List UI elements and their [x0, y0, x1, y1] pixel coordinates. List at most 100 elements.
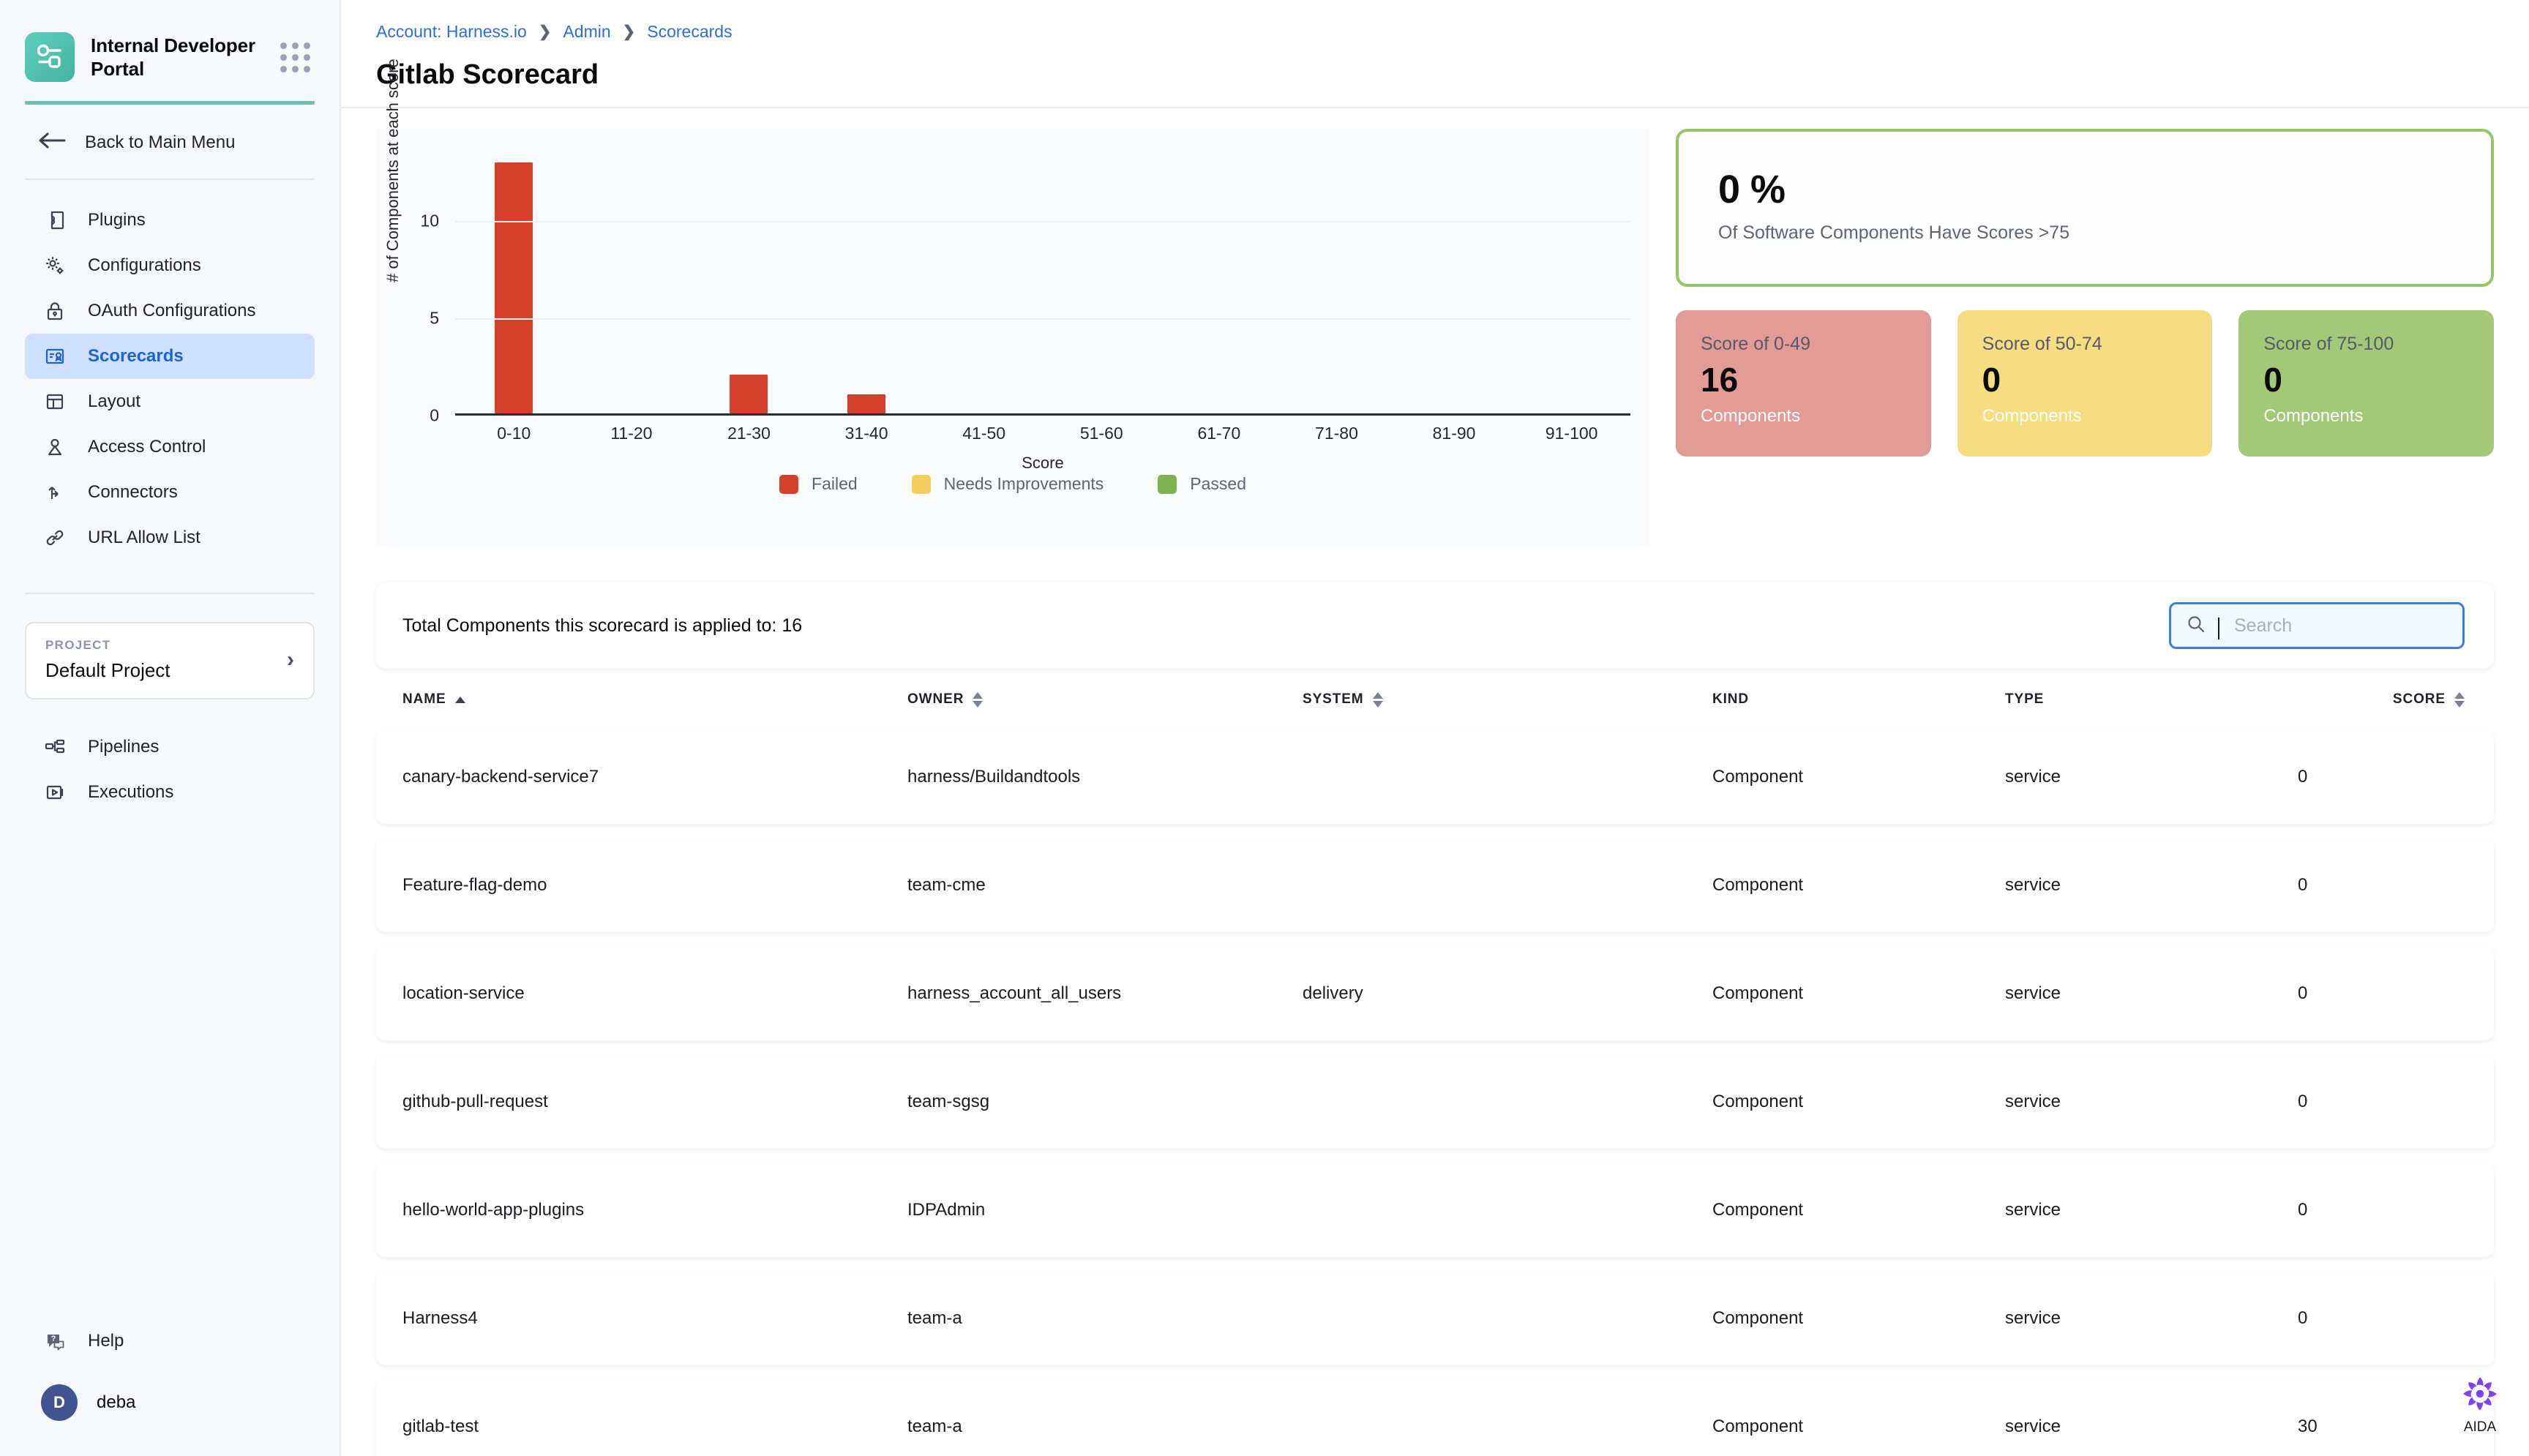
search-input[interactable]: Search: [2169, 602, 2465, 649]
cell-score: 30: [2298, 1416, 2318, 1436]
sidebar-item-connectors[interactable]: Connectors: [25, 470, 315, 515]
column-header-system[interactable]: SYSTEM: [1303, 691, 1712, 708]
chart-bar-slot: [455, 143, 573, 413]
sort-owner-icon[interactable]: [973, 691, 984, 708]
total-components-text: Total Components this scorecard is appli…: [402, 615, 803, 636]
cell-score: 0: [2298, 1092, 2308, 1111]
project-nav: Pipelines Executions: [0, 724, 340, 815]
sort-name-icon[interactable]: [454, 696, 465, 703]
project-selector[interactable]: PROJECT Default Project ›: [25, 622, 315, 699]
score-range-count: 0: [1982, 361, 2001, 399]
sort-score-icon[interactable]: [2454, 691, 2465, 708]
cell-system: delivery: [1303, 983, 1363, 1003]
score-range-unit: Components: [2263, 406, 2364, 427]
score-distribution-chart: # of Components at each score 0 5 10 0-10 1…: [376, 59, 1649, 546]
chart-bar-slot: [573, 143, 691, 413]
chart-bar-slot: [1513, 143, 1630, 413]
chart-bar-slot: [925, 143, 1043, 413]
legend-swatch: [911, 474, 931, 494]
sidebar-item-url-allow-list[interactable]: URL Allow List: [25, 515, 315, 560]
aida-pinwheel-icon: [2463, 1377, 2497, 1411]
chart-x-tick: 61-70: [1197, 424, 1241, 443]
sidebar-item-executions[interactable]: Executions: [25, 770, 315, 815]
chart-x-tick: 11-20: [610, 424, 653, 443]
user-account-button[interactable]: D deba: [0, 1384, 340, 1421]
sidebar-item-scorecards[interactable]: Scorecards: [25, 334, 315, 379]
cell-kind: Component: [1712, 1200, 1804, 1220]
chart-bar-slot: [808, 143, 926, 413]
back-to-main-menu-button[interactable]: Back to Main Menu: [0, 105, 340, 154]
chart-x-axis-label: Score: [1022, 454, 1064, 472]
grid-apps-icon[interactable]: [280, 42, 310, 72]
sidebar-item-label: Connectors: [88, 482, 178, 502]
table-body: canary-backend-service7 harness/Buildandt…: [376, 730, 2494, 1456]
chart-bar[interactable]: [495, 162, 533, 413]
chart-legend-item[interactable]: Failed: [779, 474, 858, 494]
cell-kind: Component: [1712, 1416, 1804, 1436]
legend-label: Passed: [1190, 474, 1246, 493]
chart-y-tick: 0: [430, 405, 439, 425]
chart-x-axis: [455, 413, 1630, 416]
chart-y-tick: 10: [420, 211, 439, 230]
chart-gridline: [455, 318, 1630, 320]
chevron-right-icon: ›: [287, 648, 294, 672]
sidebar-item-access-control[interactable]: Access Control: [25, 424, 315, 470]
column-header-kind: KIND: [1712, 691, 2005, 708]
chart-legend-item[interactable]: Needs Improvements: [911, 474, 1104, 494]
aida-button[interactable]: AIDA: [2451, 1373, 2509, 1436]
back-to-main-menu-label: Back to Main Menu: [85, 132, 236, 152]
cell-score: 0: [2298, 1308, 2308, 1328]
legend-label: Needs Improvements: [943, 474, 1104, 493]
cell-name: Harness4: [402, 1308, 478, 1328]
cell-type: service: [2005, 875, 2061, 895]
sidebar-item-layout[interactable]: Layout: [25, 379, 315, 424]
chart-bar[interactable]: [730, 375, 768, 413]
sidebar-item-label: Help: [88, 1331, 124, 1351]
sidebar-item-pipelines[interactable]: Pipelines: [25, 724, 315, 770]
table-row[interactable]: github-pull-request team-sgsg Component ser…: [376, 1055, 2494, 1149]
score-range-unit: Components: [1982, 406, 2082, 427]
table-row[interactable]: location-service harness_account_all_user…: [376, 947, 2494, 1040]
chart-x-tick: 91-100: [1545, 424, 1598, 443]
chart-y-tick: 5: [430, 308, 439, 328]
breadcrumb-item-scorecards[interactable]: Scorecards: [647, 22, 733, 41]
table-row[interactable]: canary-backend-service7 harness/Buildandt…: [376, 730, 2494, 824]
sidebar-item-label: URL Allow List: [88, 528, 201, 547]
table-row[interactable]: Harness4 team-a Component service 0: [376, 1272, 2494, 1365]
chart-legend-item[interactable]: Passed: [1158, 474, 1246, 494]
cell-owner: team-sgsg: [907, 1092, 990, 1111]
breadcrumb-item-account[interactable]: Account: Harness.io: [376, 22, 527, 41]
table-row[interactable]: gitlab-test team-a Component service 30: [376, 1380, 2494, 1456]
sidebar-item-label: Access Control: [88, 437, 206, 457]
table-row[interactable]: Feature-flag-demo team-cme Component servic…: [376, 838, 2494, 932]
cell-score: 0: [2298, 1200, 2308, 1220]
sidebar-item-help[interactable]: ? Help: [25, 1318, 315, 1364]
sidebar-item-label: Pipelines: [88, 737, 160, 757]
column-header-owner[interactable]: OWNER: [907, 691, 1303, 708]
table-row[interactable]: hello-world-app-plugins IDPAdmin Component…: [376, 1163, 2494, 1257]
avatar: D: [41, 1384, 78, 1421]
layout-icon: [41, 388, 69, 416]
svg-text:?: ?: [51, 1335, 56, 1343]
cell-type: service: [2005, 983, 2061, 1003]
chart-bars: [455, 143, 1630, 413]
breadcrumb-separator: ❯: [622, 23, 636, 40]
sidebar-item-configurations[interactable]: Configurations: [25, 243, 315, 288]
brand-title: Internal Developer Portal: [91, 34, 256, 80]
cell-name: canary-backend-service7: [402, 767, 599, 787]
sidebar-item-oauth-configurations[interactable]: OAuth Configurations: [25, 288, 315, 334]
chart-x-tick: 41-50: [962, 424, 1006, 443]
column-header-name[interactable]: NAME: [402, 691, 907, 708]
chart-x-tick: 71-80: [1315, 424, 1358, 443]
legend-swatch: [1158, 474, 1177, 494]
sidebar-item-plugins[interactable]: Plugins: [25, 198, 315, 243]
table-header-row: NAME OWNER SYSTEM KIND TYPE SCORE: [376, 669, 2494, 730]
content-area: # of Components at each score 0 5 10 0-10 1…: [341, 59, 2529, 1456]
percent-caption: Of Software Components Have Scores >75: [1718, 222, 2070, 243]
breadcrumb-item-admin[interactable]: Admin: [563, 22, 611, 41]
sidebar-item-label: Scorecards: [88, 346, 184, 366]
score-range-cards: Score of 0-49 16 Components Score of 50-74 0…: [1676, 310, 2495, 457]
sort-system-icon[interactable]: [1372, 691, 1383, 708]
column-header-score[interactable]: SCORE: [2298, 691, 2465, 708]
chart-bar[interactable]: [847, 394, 886, 413]
